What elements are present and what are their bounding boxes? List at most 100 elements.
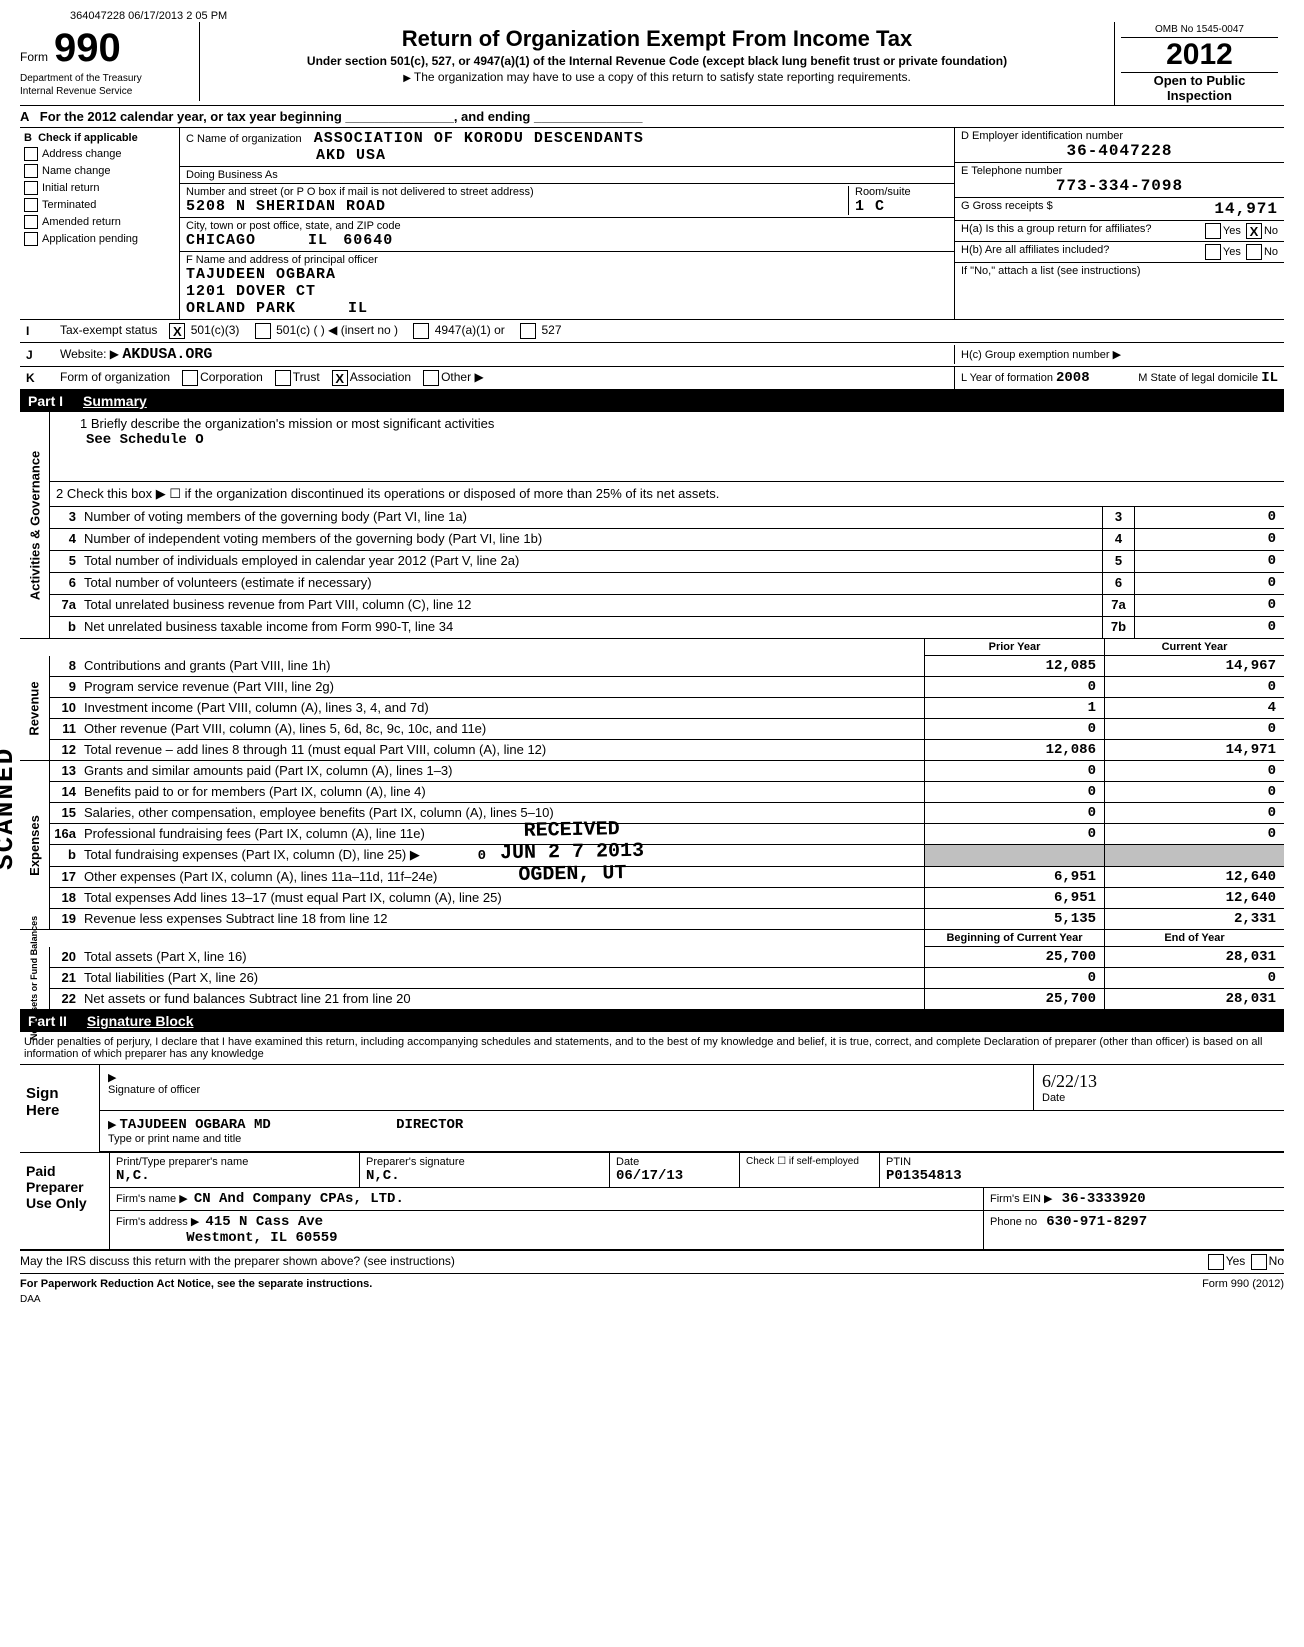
lbl-prep-date: Date [616,1156,639,1168]
org-name: ASSOCIATION OF KORODU DESCENDANTS [314,130,644,147]
discuss-row: May the IRS discuss this return with the… [20,1251,1284,1274]
checkbox-corp[interactable] [182,370,198,386]
checkbox-4947[interactable] [413,323,429,339]
line-22-cy: 28,031 [1104,989,1284,1009]
form-title: Return of Organization Exempt From Incom… [210,26,1104,52]
lbl-address-change: Address change [42,148,122,160]
lbl-insert: (insert no ) [341,323,398,337]
ein: 36-4047228 [961,142,1278,160]
lbl-firm-ein: Firm's EIN ▶ [990,1193,1053,1205]
checkbox-terminated[interactable] [24,198,38,212]
org-dba-line: AKD USA [316,147,386,164]
box-b-header: B Check if applicable [24,132,175,144]
officer-title: DIRECTOR [396,1117,463,1133]
form-label: Form [20,50,48,64]
line-14-desc: Benefits paid to or for members (Part IX… [80,782,924,802]
line-2: 2 Check this box ▶ ☐ if the organization… [50,482,1284,507]
paid-label: Paid Preparer Use Only [20,1153,110,1249]
dept-treasury: Department of the Treasury [20,73,189,84]
domicile: IL [1261,370,1278,386]
officer-name: TAJUDEEN OGBARA [186,266,336,283]
line-17-desc: Other expenses (Part IX, column (A), lin… [80,867,924,887]
lbl-year-formation: L Year of formation [961,372,1053,384]
lbl-initial-return: Initial return [42,182,99,194]
lbl-no2: No [1264,246,1278,258]
firm-addr1: 415 N Cass Ave [205,1214,323,1230]
paid-preparer-block: Paid Preparer Use Only Print/Type prepar… [20,1153,1284,1251]
lbl-room: Room/suite [855,186,911,198]
lbl-application-pending: Application pending [42,233,138,245]
lbl-ein: D Employer identification number [961,130,1123,142]
line-21-cy: 0 [1104,968,1284,988]
lbl-website: Website: [60,347,106,361]
line-7a-desc: Total unrelated business revenue from Pa… [80,595,1102,616]
part-2-bar: Part II Signature Block [20,1010,1284,1032]
checkbox-name-change[interactable] [24,164,38,178]
line-16b-val: 0 [478,848,486,864]
checkbox-initial-return[interactable] [24,181,38,195]
checkbox-527[interactable] [520,323,536,339]
org-state: IL [308,232,328,249]
checkbox-501c[interactable] [255,323,271,339]
prep-sig: N,C. [366,1168,400,1184]
line-11-cy: 0 [1104,719,1284,739]
line-18-cy: 12,640 [1104,888,1284,908]
lbl-assoc: Association [350,370,411,384]
checkbox-amended[interactable] [24,215,38,229]
checkbox-ha-yes[interactable] [1205,223,1221,239]
checkbox-discuss-no[interactable] [1251,1254,1267,1270]
line-14-cy: 0 [1104,782,1284,802]
line-4-box: 4 [1102,529,1134,550]
line-16b-grey2 [1104,845,1284,866]
doc-timestamp: 364047228 06/17/2013 2 05 PM [70,10,1284,22]
lbl-yes2: Yes [1223,246,1241,258]
line-20-desc: Total assets (Part X, line 16) [80,947,924,967]
checkbox-501c3[interactable]: X [169,323,185,339]
line-6-desc: Total number of volunteers (estimate if … [80,573,1102,594]
line-22-py: 25,700 [924,989,1104,1009]
form-note: The organization may have to use a copy … [210,70,1104,84]
lbl-hb: H(b) Are all affiliates included? [961,244,1109,260]
lbl-tax-status: Tax-exempt status [60,323,157,337]
checkbox-application-pending[interactable] [24,232,38,246]
lbl-prep-name: Print/Type preparer's name [116,1156,248,1168]
mission-block: 1 Briefly describe the organization's mi… [50,412,1284,482]
lbl-4947: 4947(a)(1) or [435,323,505,337]
line-8-cy: 14,967 [1104,656,1284,676]
checkbox-address-change[interactable] [24,147,38,161]
line-3-box: 3 [1102,507,1134,528]
lbl-ptin: PTIN [886,1156,911,1168]
lbl-discuss-no: No [1269,1254,1284,1268]
line-4-val: 0 [1134,529,1284,550]
line-21-py: 0 [924,968,1104,988]
line-17-cy: 12,640 [1104,867,1284,887]
checkbox-ha-no[interactable]: X [1246,223,1262,239]
footer: For Paperwork Reduction Act Notice, see … [20,1274,1284,1294]
scanned-stamp: SCANNED [0,747,20,870]
checkbox-assoc[interactable]: X [332,370,348,386]
line-21-desc: Total liabilities (Part X, line 26) [80,968,924,988]
line-13-py: 0 [924,761,1104,781]
phone: 773-334-7098 [961,177,1278,195]
lbl-501c3: 501(c)(3) [191,323,240,337]
firm-name: CN And Company CPAs, LTD. [194,1191,404,1207]
omb-number: OMB No 1545-0047 [1121,24,1278,38]
officer-state: IL [348,300,368,317]
officer-print-name: TAJUDEEN OGBARA MD [120,1117,271,1133]
lbl-domicile: M State of legal domicile [1138,372,1258,384]
checkbox-discuss-yes[interactable] [1208,1254,1224,1270]
checkbox-trust[interactable] [275,370,291,386]
lbl-phone: E Telephone number [961,165,1062,177]
line-6-box: 6 [1102,573,1134,594]
lbl-discuss-yes: Yes [1226,1254,1246,1268]
mission-text: See Schedule O [86,432,204,448]
form-ref: Form 990 (2012) [1202,1278,1284,1290]
checkbox-hb-yes[interactable] [1205,244,1221,260]
checkbox-hb-no[interactable] [1246,244,1262,260]
lbl-self-employed: Check ☐ if self-employed [740,1153,880,1187]
line-10-desc: Investment income (Part VIII, column (A)… [80,698,924,718]
lbl-signature: Signature of officer [108,1084,200,1096]
line-19-py: 5,135 [924,909,1104,929]
checkbox-other[interactable] [423,370,439,386]
line-5-desc: Total number of individuals employed in … [80,551,1102,572]
